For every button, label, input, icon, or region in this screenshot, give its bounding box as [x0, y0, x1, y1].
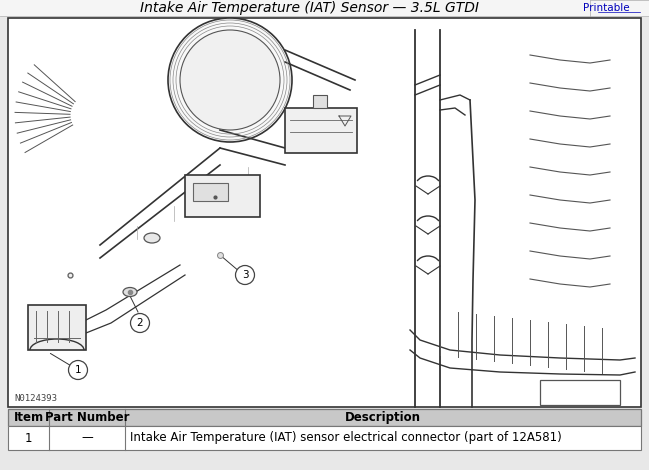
Bar — [0, 0, 649, 16]
Text: Part Number: Part Number — [45, 411, 129, 424]
Bar — [8, 426, 641, 450]
Text: 3: 3 — [241, 270, 249, 280]
Bar — [8, 409, 641, 426]
Bar — [8, 409, 641, 426]
Bar — [8, 18, 641, 407]
Text: N0124393: N0124393 — [14, 394, 57, 403]
Text: Item: Item — [14, 411, 43, 424]
Bar — [313, 95, 327, 108]
Circle shape — [69, 360, 88, 379]
Text: Description: Description — [345, 411, 421, 424]
Circle shape — [236, 266, 254, 284]
Text: 2: 2 — [137, 318, 143, 328]
Circle shape — [180, 30, 280, 130]
Ellipse shape — [123, 288, 137, 297]
Ellipse shape — [144, 233, 160, 243]
Bar — [185, 175, 260, 217]
Bar — [285, 108, 357, 153]
Circle shape — [168, 18, 292, 142]
Text: Intake Air Temperature (IAT) Sensor — 3.5L GTDI: Intake Air Temperature (IAT) Sensor — 3.… — [140, 1, 480, 15]
Bar — [28, 305, 86, 350]
Bar — [193, 183, 228, 201]
Text: Intake Air Temperature (IAT) sensor electrical connector (part of 12A581): Intake Air Temperature (IAT) sensor elec… — [130, 431, 562, 445]
Text: 1: 1 — [75, 365, 81, 375]
Text: —: — — [81, 431, 93, 445]
Bar — [540, 380, 620, 405]
Text: Printable: Printable — [583, 3, 630, 13]
Circle shape — [130, 313, 149, 332]
Text: 1: 1 — [25, 431, 32, 445]
Bar — [8, 426, 641, 450]
